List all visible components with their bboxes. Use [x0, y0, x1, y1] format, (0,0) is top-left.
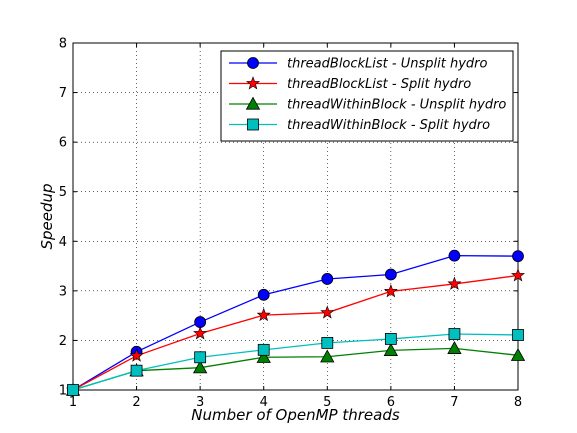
y-tick-label: 4: [59, 235, 67, 250]
series-group: [65, 249, 526, 396]
data-point: [448, 249, 461, 262]
data-point: [192, 360, 208, 374]
x-axis-label: Number of OpenMP threads: [191, 406, 400, 424]
data-point: [256, 349, 271, 363]
data-point: [257, 288, 270, 301]
data-point: [512, 329, 524, 341]
data-point: [256, 307, 271, 322]
series-line: [72, 347, 519, 391]
data-point: [321, 337, 334, 349]
legend: threadBlockList - Unsplit hydro threadBlo…: [220, 50, 514, 142]
data-point: [383, 283, 398, 298]
data-point: [320, 305, 335, 319]
x-tick-label: 1: [69, 395, 77, 410]
data-point: [447, 276, 462, 290]
data-point: [130, 364, 143, 377]
data-point: [194, 351, 207, 364]
legend-label: threadWithinBlock - Split hydro: [287, 118, 490, 133]
data-point: [512, 250, 524, 263]
legend-marker: [245, 96, 261, 110]
y-tick-label: 7: [59, 86, 67, 101]
legend-marker: [247, 57, 259, 69]
y-tick-label: 6: [59, 136, 67, 151]
x-tick-label: 2: [132, 395, 140, 410]
data-point: [447, 341, 462, 354]
legend-label: threadWithinBlock - Unsplit hydro: [287, 98, 506, 113]
data-point: [448, 328, 461, 340]
x-tick-label: 8: [514, 395, 522, 410]
series-line: [72, 255, 519, 391]
data-point: [383, 343, 399, 356]
y-axis-label: Speedup: [38, 183, 56, 249]
series-4: [67, 328, 524, 396]
x-tick-label: 7: [450, 395, 458, 410]
data-point: [510, 347, 526, 361]
data-point: [257, 343, 270, 356]
legend-marker: [245, 76, 261, 90]
legend-box: [220, 50, 514, 142]
legend-label: threadBlockList - Unsplit hydro: [287, 57, 487, 72]
x-tick-label: 5: [323, 395, 331, 410]
data-point: [384, 268, 397, 281]
plot-area-frame: [72, 42, 519, 391]
y-tick-label: 5: [59, 185, 67, 200]
data-point: [193, 326, 208, 340]
data-point: [67, 384, 79, 396]
data-point: [384, 333, 397, 345]
data-point: [320, 349, 335, 363]
legend-item: threadBlockList - Unsplit hydro: [229, 57, 487, 72]
legend-item: threadWithinBlock - Unsplit hydro: [229, 96, 506, 113]
data-point: [129, 348, 144, 362]
y-tick-label: 2: [59, 334, 67, 349]
y-tick-label: 1: [59, 384, 67, 399]
data-point: [194, 316, 207, 328]
data-point: [510, 268, 526, 282]
legend-label: threadBlockList - Split hydro: [287, 77, 471, 92]
x-tick-label: 6: [387, 395, 395, 410]
legend-item: threadBlockList - Split hydro: [229, 76, 471, 92]
y-tick-label: 3: [59, 284, 67, 299]
y-tick-label: 8: [59, 37, 67, 52]
data-point: [321, 273, 334, 285]
x-tick-label: 4: [260, 395, 268, 410]
legend-marker: [247, 118, 259, 131]
legend-item: threadWithinBlock - Split hydro: [229, 118, 490, 133]
axis-ticks: 1 2 3 4 5 6 7 8 1 2 3 4 5 6 7 8: [59, 37, 522, 411]
series-line: [72, 274, 519, 391]
series-line: [72, 333, 519, 391]
x-tick-label: 3: [196, 395, 204, 410]
